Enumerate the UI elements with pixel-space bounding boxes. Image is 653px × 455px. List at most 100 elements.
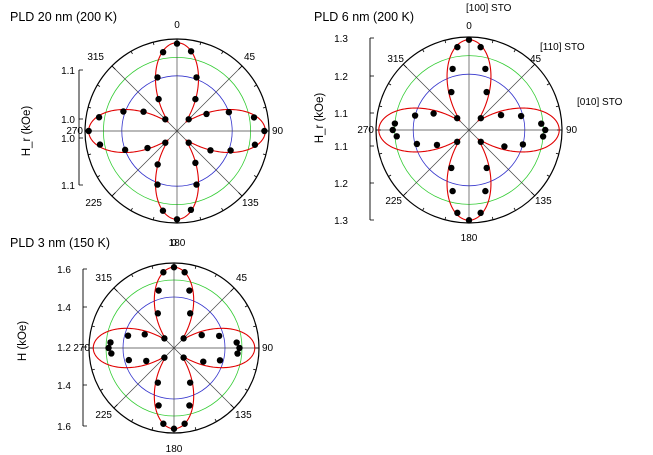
polar-plot-1-point-14 [193,181,200,188]
polar-plot-3-angle-tick-120 [244,388,248,391]
polar-plot-1-angle-tick-60 [253,84,257,87]
polar-plot-3-point-15 [181,420,188,427]
polar-plot-1-point-30 [154,74,161,81]
polar-plot-3-point-26 [124,332,132,339]
polar-plot-3-angle-label-45: 45 [236,273,248,284]
polar-plot-3-angle-tick-45 [230,287,235,292]
polar-plot-1-point-15 [187,206,195,214]
polar-plot-3-angle-tick-75 [253,325,257,328]
polar-plot-3-angle-tick-165 [194,427,197,431]
polar-plot-3-angle-tick-150 [214,418,217,422]
polar-plot-2-ylabel: H_r (kOe) [314,93,326,144]
polar-plot-2-point-16 [465,217,473,224]
polar-plot-2-point-26 [411,112,419,119]
polar-plot-3-angle-tick-315 [113,287,118,292]
polar-plot-2-point-10 [519,141,527,148]
polar-plot-3-angle-tick-60 [244,305,248,308]
polar-plot-1-angle-tick-255 [88,153,92,156]
polar-plot-1-ylabel: H_r (kOe) [21,106,33,157]
polar-plot-1-point-3 [192,95,199,103]
polar-plot-2-radial-tick-label-0: 1.3 [334,34,348,45]
polar-plot-3-angle-label-180: 180 [166,444,183,455]
polar-plot-2-point-1 [477,43,484,51]
polar-plot-2-angle-tick-285 [379,105,383,108]
polar-plot-1-point-26 [120,108,127,115]
polar-plot-2-point-14 [482,187,489,195]
polar-plot-1-point-0 [173,40,181,47]
polar-plot-1-angle-tick-285 [88,106,92,109]
polar-plot-1-radial-tick-label-1: 1.0 [61,115,75,126]
polar-plot-3-point-6 [215,332,223,340]
polar-plot-1-angle-label-90: 90 [272,126,284,137]
polar-plot-1-angle-tick-165 [199,216,202,220]
polar-plot-1-point-6 [225,108,233,116]
polar-plot-1-point-18 [154,181,161,188]
polar-plot-2-point-3 [483,88,490,96]
polar-plot-3-angle-tick-345 [151,265,154,269]
polar-plot-3-angle-label-90: 90 [262,343,274,354]
polar-plot-1-radial-tick-label-0: 1.1 [61,66,75,77]
polar-plot-3-point-28 [161,335,168,342]
polar-plot-1-radial-tick-label-3: 1.1 [61,181,75,192]
polar-plot-2-point-22 [413,140,421,148]
polar-plot-3-angle-tick-210 [131,418,134,422]
polar-plot-3-point-17 [160,420,167,427]
polar-plot-1-angle-tick-75 [262,106,266,109]
polar-plot-2-angle-label-225: 225 [385,196,402,207]
polar-plot-1-point-4 [185,116,192,123]
polar-plot-3-point-31 [160,269,167,276]
polar-plot-1-point-29 [155,95,162,103]
polar-plot-1-radial-tick-label-2: 1.0 [61,134,75,145]
polar-plot-3-point-13 [186,379,194,386]
polar-plot-3-angle-label-270: 270 [73,343,90,354]
polar-plot-2-angle-tick-195 [444,216,447,220]
polar-plot-2-point-21 [433,141,441,149]
polar-plot-3-point-25 [107,339,114,346]
polar-plot-2-point-15 [477,209,484,217]
polar-plot-2-angle-tick-240 [388,174,392,177]
polar-plot-1-angle-label-135: 135 [242,198,259,209]
polar-plot-2-point-4 [477,114,485,122]
polar-plot-2-angle-label-135: 135 [535,196,552,207]
polar-plot-2-angle-tick-15 [491,40,494,44]
polar-plot-2-point-18 [449,187,456,195]
polar-plot-2-point-29 [448,88,455,96]
polar-plot-1-point-13 [192,159,199,167]
polar-plot-2-annotation-2: [010] STO [577,97,623,108]
polar-plot-1-angle-label-225: 225 [85,198,102,209]
polar-plot-2-point-19 [448,164,455,172]
polar-plot-2-angle-tick-75 [555,105,559,108]
polar-plot-2-radial-tick-label-5: 1.3 [334,216,348,227]
polar-plot-2-point-31 [454,43,461,51]
polar-plot-2-angle-tick-45 [530,63,536,69]
polar-plot-3-point-29 [154,310,162,317]
polar-plot-2-point-0 [465,36,473,43]
polar-plot-2-angle-tick-225 [402,191,408,197]
polar-plot-3-point-9 [234,350,241,357]
polar-plot-1-point-27 [140,108,147,115]
polar-plot-2-point-11 [501,143,508,150]
polar-plot-1-angle-tick-300 [97,84,101,87]
polar-plot-1-angle-label-45: 45 [244,52,256,63]
polar-plot-2-angle-tick-120 [546,174,550,177]
polar-plot-1-angle-tick-330 [130,51,133,55]
polar-plot-1-point-7 [250,114,258,121]
polar-plot-3-radial-tick-label-3: 1.4 [57,381,71,392]
polar-plot-1-angle-tick-120 [253,175,257,178]
polar-plot-1-angle-tick-240 [97,175,101,178]
polar-plot-1-point-11 [207,147,214,154]
polar-plot-3-point-16 [170,425,178,432]
polar-plot-3-point-10 [216,357,224,364]
polar-plot-3-angle-tick-30 [214,274,217,278]
polar-plot-3-title: PLD 3 nm (150 K) [10,236,110,250]
polar-plot-1-angle-tick-15 [199,42,202,46]
polar-plot-3-point-24 [105,344,112,352]
polar-plot-3-point-11 [200,358,207,365]
polar-plot-3-ylabel: H (kOe) [17,321,29,361]
polar-plot-1-angle-label-0: 0 [174,20,180,31]
polar-plot-2-point-28 [453,114,461,122]
polar-plot-3-point-5 [198,331,205,339]
polar-plot-2-radial-tick-label-4: 1.2 [334,179,348,190]
polar-plot-1-angle-tick-150 [221,207,224,211]
